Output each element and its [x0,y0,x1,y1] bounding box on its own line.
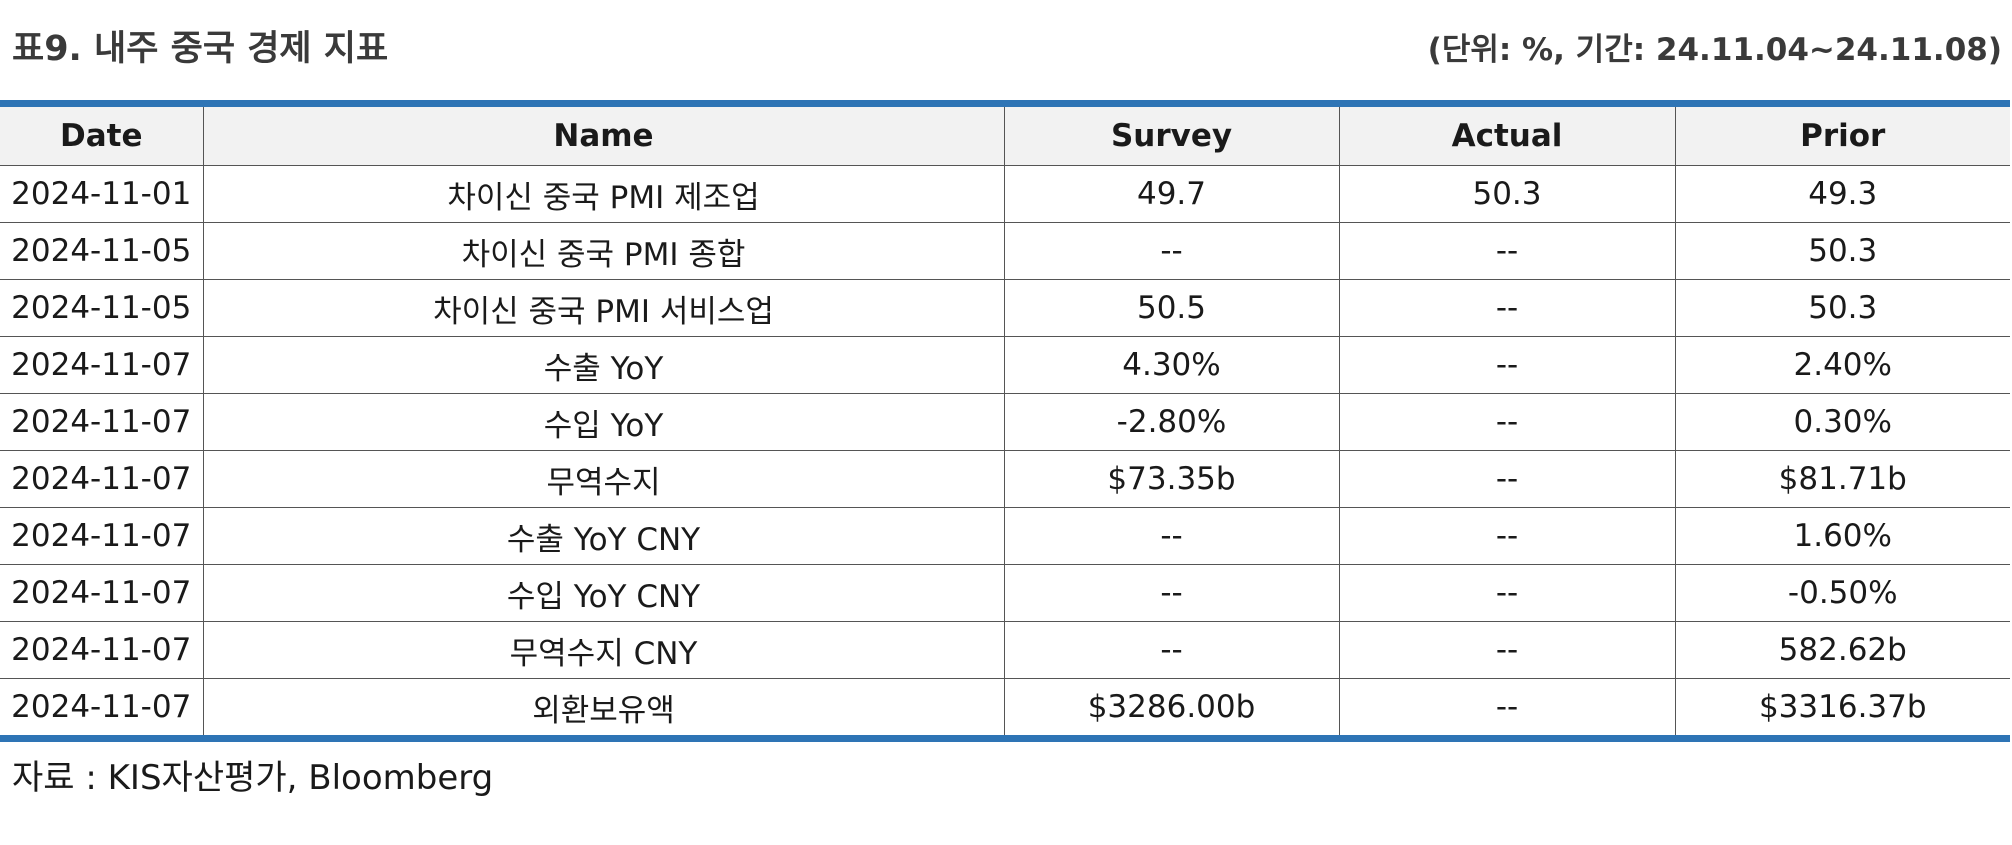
column-header-date: Date [0,103,204,166]
cell-actual: -- [1338,564,1676,622]
table-row: 2024-11-07 수출 YoY CNY -- -- 1.60% [0,507,2010,565]
cell-name: 차이신 중국 PMI 서비스업 [202,279,1005,337]
cell-actual: -- [1338,279,1676,337]
cell-name: 수입 YoY [202,393,1005,451]
cell-prior: $3316.37b [1674,678,2010,739]
indicator-table-container: Date Name Survey Actual Prior 2024-11-01… [0,100,2012,742]
table-row: 2024-11-01 차이신 중국 PMI 제조업 49.7 50.3 49.3 [0,165,2010,223]
cell-actual: -- [1338,450,1676,508]
cell-prior: 50.3 [1674,279,2010,337]
table-row: 2024-11-07 수입 YoY CNY -- -- -0.50% [0,564,2010,622]
cell-date: 2024-11-07 [0,507,204,565]
table-row: 2024-11-07 수입 YoY -2.80% -- 0.30% [0,393,2010,451]
cell-prior: 0.30% [1674,393,2010,451]
cell-actual: -- [1338,393,1676,451]
table-header-row: Date Name Survey Actual Prior [0,103,2010,166]
cell-prior: 50.3 [1674,222,2010,280]
cell-survey: 4.30% [1003,336,1340,394]
cell-survey: -- [1003,564,1340,622]
cell-prior: 49.3 [1674,165,2010,223]
table-title: 표9. 내주 중국 경제 지표 [12,29,389,69]
cell-name: 차이신 중국 PMI 종합 [202,222,1005,280]
cell-date: 2024-11-07 [0,393,204,451]
cell-date: 2024-11-07 [0,564,204,622]
cell-actual: 50.3 [1338,165,1676,223]
table-row: 2024-11-07 외환보유액 $3286.00b -- $3316.37b [0,678,2010,739]
cell-survey: -- [1003,222,1340,280]
indicator-table: Date Name Survey Actual Prior 2024-11-01… [0,100,2010,742]
column-header-name: Name [202,103,1005,166]
cell-name: 무역수지 [202,450,1005,508]
cell-name: 수출 YoY [202,336,1005,394]
cell-name: 무역수지 CNY [202,621,1005,679]
table-row: 2024-11-07 수출 YoY 4.30% -- 2.40% [0,336,2010,394]
cell-prior: 582.62b [1674,621,2010,679]
cell-actual: -- [1338,621,1676,679]
source-note: 자료 : KIS자산평가, Bloomberg [12,758,494,798]
cell-actual: -- [1338,336,1676,394]
unit-period-note: (단위: %, 기간: 24.11.04~24.11.08) [1427,32,2002,68]
cell-survey: 50.5 [1003,279,1340,337]
cell-name: 차이신 중국 PMI 제조업 [202,165,1005,223]
table-row: 2024-11-05 차이신 중국 PMI 서비스업 50.5 -- 50.3 [0,279,2010,337]
cell-date: 2024-11-07 [0,450,204,508]
cell-survey: -- [1003,507,1340,565]
cell-date: 2024-11-07 [0,336,204,394]
cell-actual: -- [1338,507,1676,565]
cell-prior: -0.50% [1674,564,2010,622]
column-header-actual: Actual [1338,103,1676,166]
cell-prior: 2.40% [1674,336,2010,394]
column-header-prior: Prior [1674,103,2010,166]
cell-prior: 1.60% [1674,507,2010,565]
table-row: 2024-11-07 무역수지 CNY -- -- 582.62b [0,621,2010,679]
cell-date: 2024-11-01 [0,165,204,223]
cell-date: 2024-11-07 [0,621,204,679]
cell-name: 외환보유액 [202,678,1005,739]
cell-prior: $81.71b [1674,450,2010,508]
column-header-survey: Survey [1003,103,1340,166]
cell-name: 수입 YoY CNY [202,564,1005,622]
cell-actual: -- [1338,678,1676,739]
cell-survey: -- [1003,621,1340,679]
table-row: 2024-11-07 무역수지 $73.35b -- $81.71b [0,450,2010,508]
table-row: 2024-11-05 차이신 중국 PMI 종합 -- -- 50.3 [0,222,2010,280]
cell-date: 2024-11-05 [0,279,204,337]
cell-survey: -2.80% [1003,393,1340,451]
cell-date: 2024-11-07 [0,678,204,739]
cell-survey: $73.35b [1003,450,1340,508]
cell-survey: 49.7 [1003,165,1340,223]
cell-survey: $3286.00b [1003,678,1340,739]
cell-actual: -- [1338,222,1676,280]
cell-date: 2024-11-05 [0,222,204,280]
cell-name: 수출 YoY CNY [202,507,1005,565]
